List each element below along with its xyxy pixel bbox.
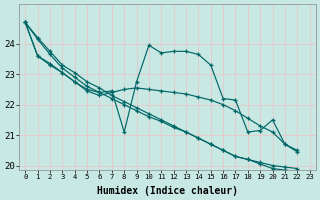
X-axis label: Humidex (Indice chaleur): Humidex (Indice chaleur) <box>97 186 238 196</box>
